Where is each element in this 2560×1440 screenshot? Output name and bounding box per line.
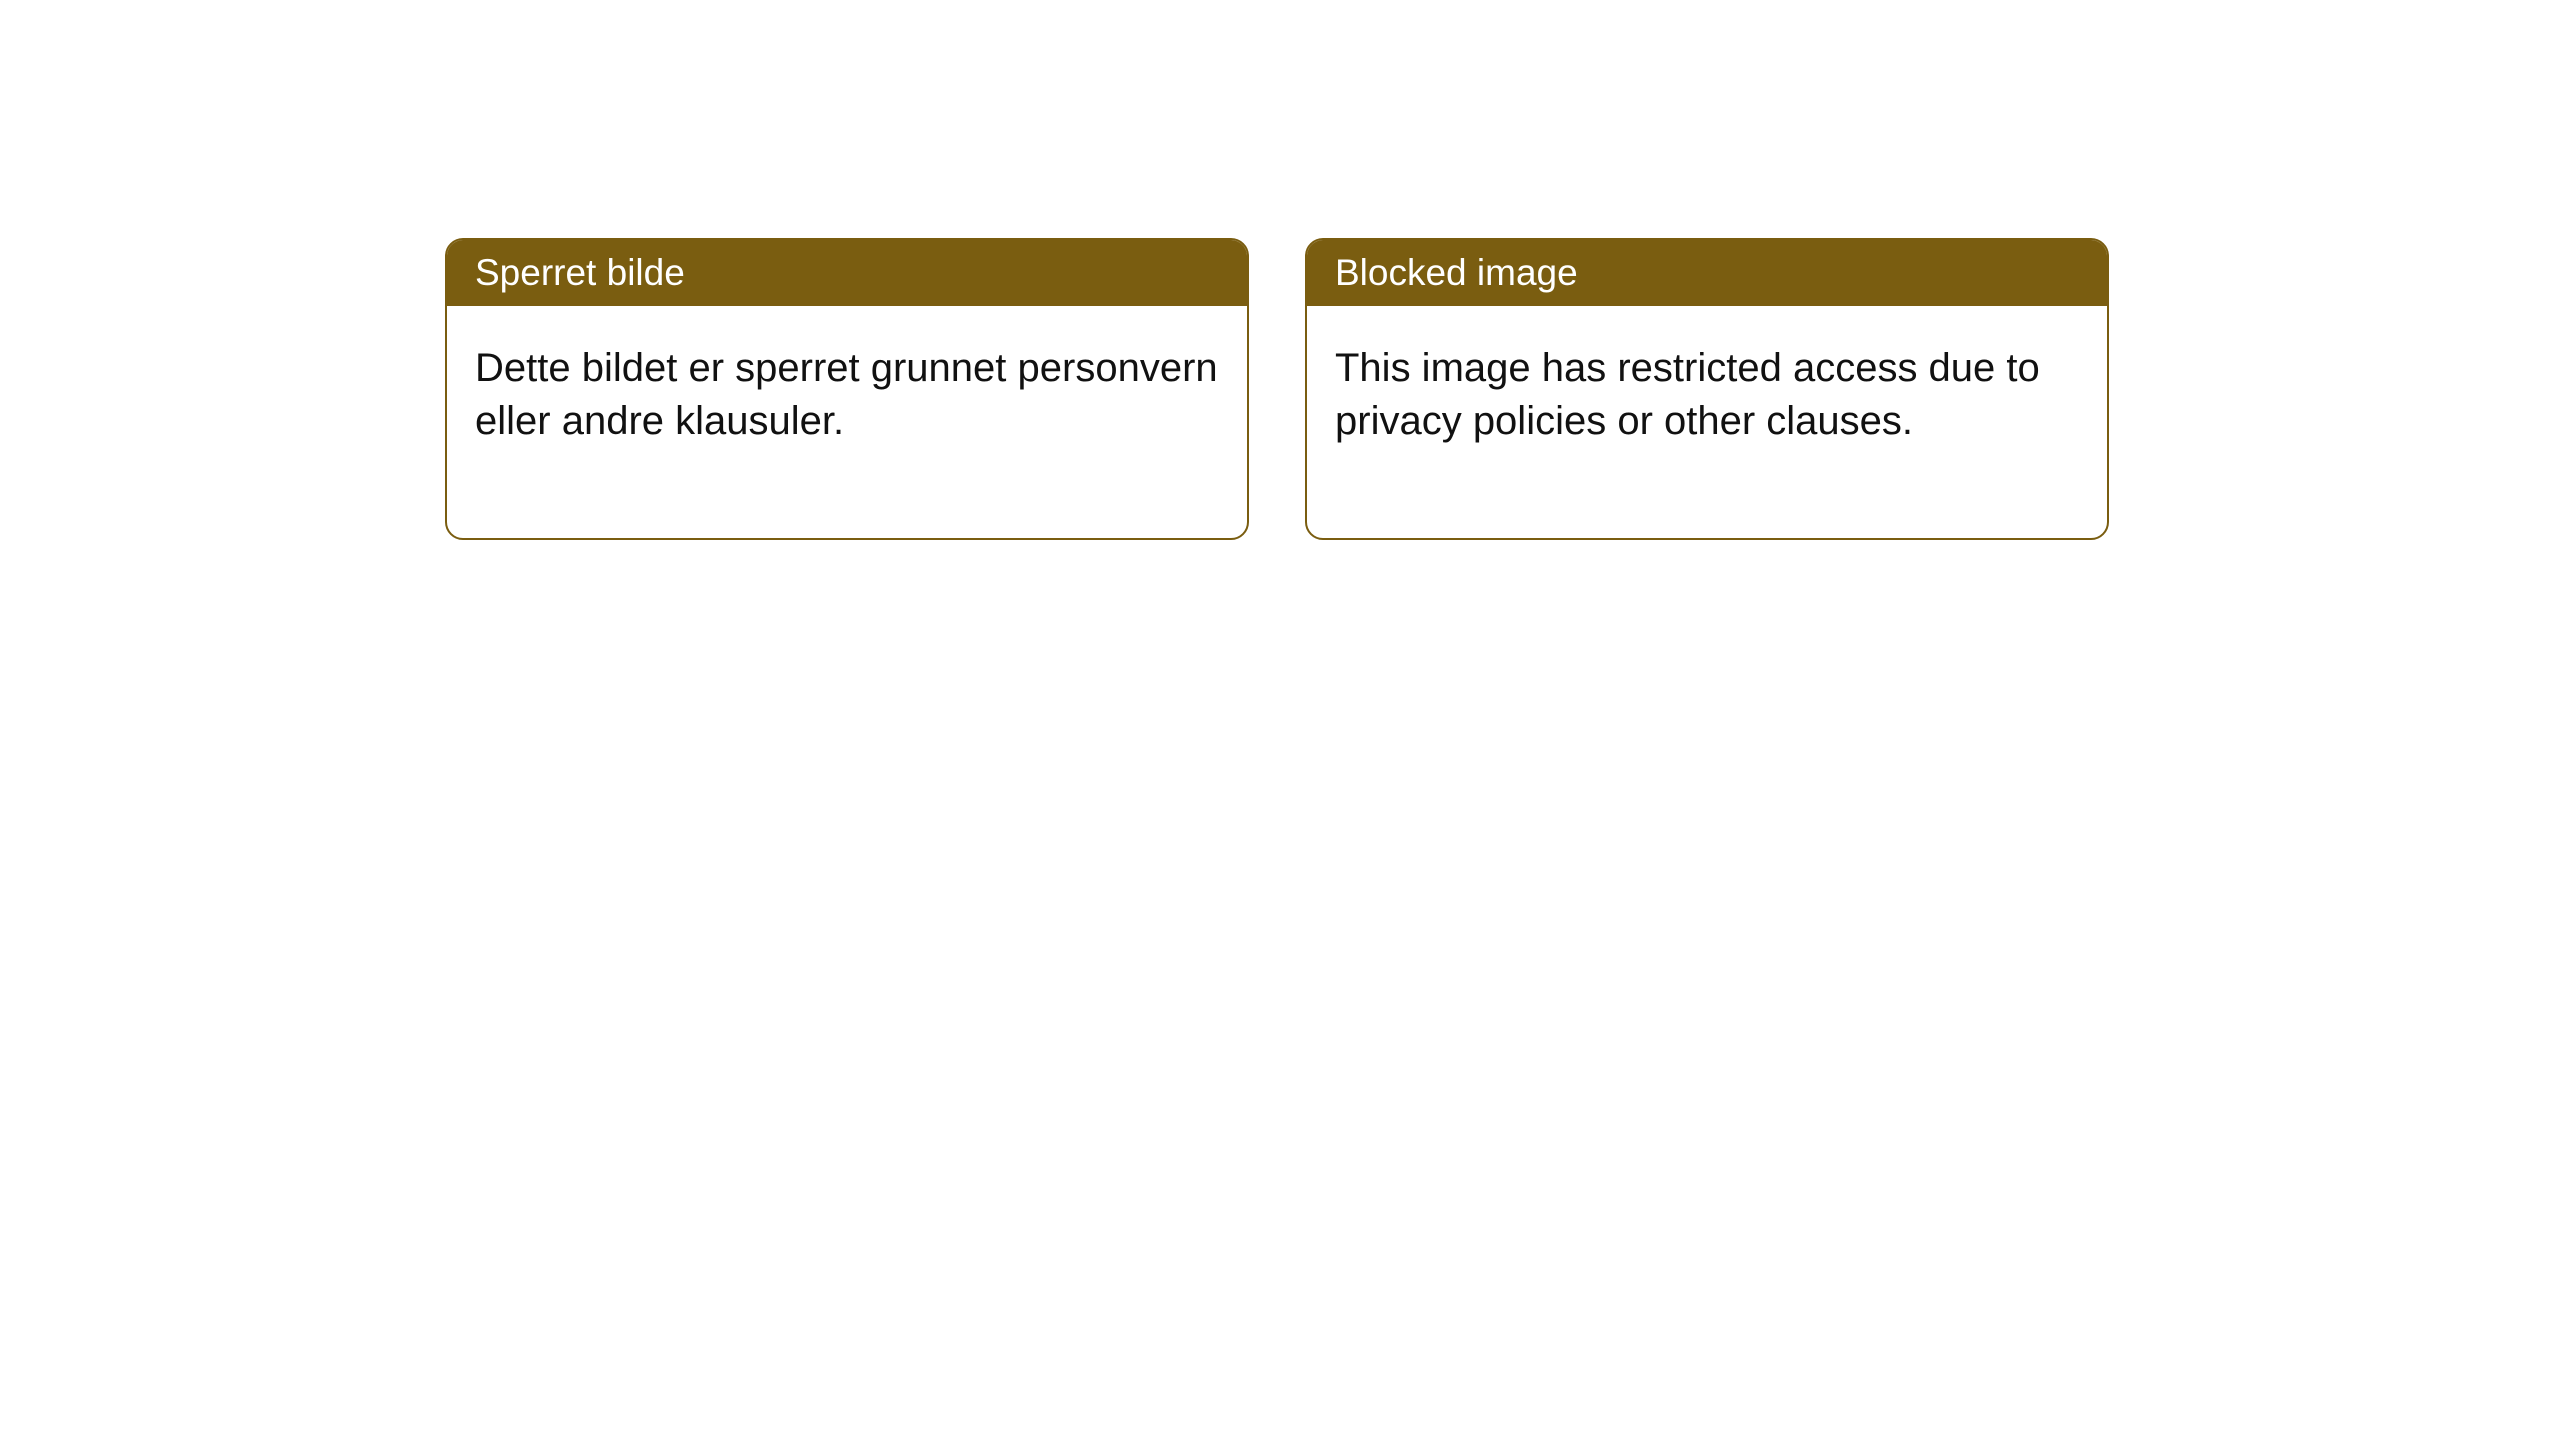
card-body-text: Dette bildet er sperret grunnet personve… [475,346,1218,443]
notice-cards-container: Sperret bilde Dette bildet er sperret gr… [445,238,2109,540]
card-title: Sperret bilde [475,252,685,293]
card-body: This image has restricted access due to … [1307,306,2107,538]
notice-card-en: Blocked image This image has restricted … [1305,238,2109,540]
card-title: Blocked image [1335,252,1578,293]
card-body-text: This image has restricted access due to … [1335,346,2040,443]
card-header: Sperret bilde [447,240,1247,306]
card-body: Dette bildet er sperret grunnet personve… [447,306,1247,538]
card-header: Blocked image [1307,240,2107,306]
notice-card-no: Sperret bilde Dette bildet er sperret gr… [445,238,1249,540]
